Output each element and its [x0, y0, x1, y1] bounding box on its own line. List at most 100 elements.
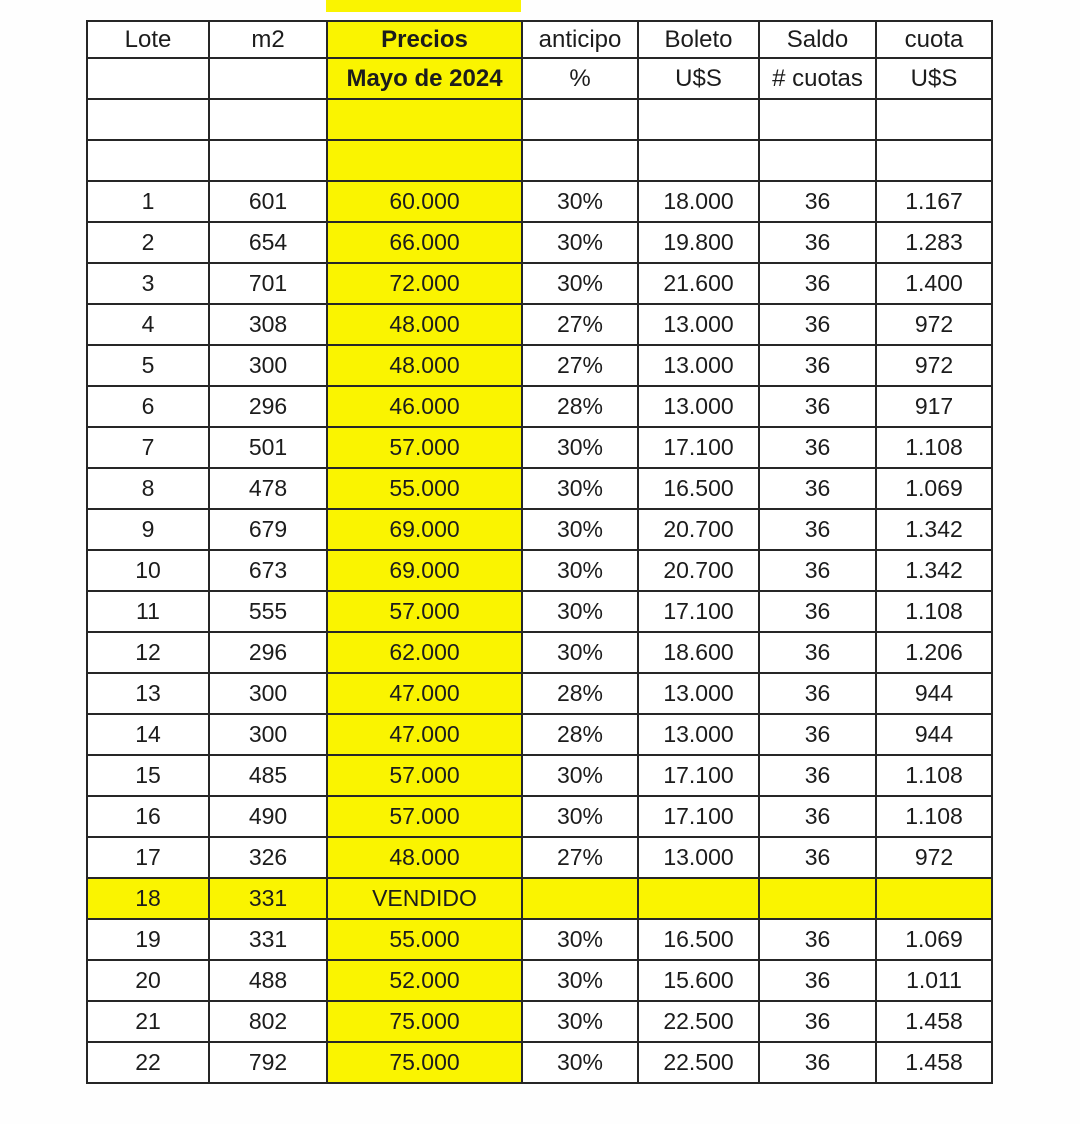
- header-anticipo-subtitle: %: [521, 57, 639, 100]
- cell-m2: 478: [208, 467, 328, 510]
- cell-anticipo: 28%: [521, 385, 639, 428]
- cell-cuota: 1.108: [875, 754, 993, 797]
- cell-anticipo: 30%: [521, 754, 639, 797]
- cell-boleto: 13.000: [637, 344, 760, 387]
- cell-cuota: 1.283: [875, 221, 993, 264]
- header-cuota-title: cuota: [875, 20, 993, 59]
- cell-precios: 69.000: [326, 549, 523, 592]
- cell-precios: 47.000: [326, 672, 523, 715]
- table-row: 3 701 72.000 30% 21.600 36 1.400: [86, 262, 993, 305]
- cell-precios: 48.000: [326, 344, 523, 387]
- cell-boleto: 20.700: [637, 508, 760, 551]
- cell-lote: 7: [86, 426, 210, 469]
- cell-cuota: 1.206: [875, 631, 993, 674]
- cell-anticipo: 28%: [521, 672, 639, 715]
- cell-lote: 14: [86, 713, 210, 756]
- cell-anticipo: 30%: [521, 1000, 639, 1043]
- cell-precios: 60.000: [326, 180, 523, 223]
- cell-cuota: 1.011: [875, 959, 993, 1002]
- cell-lote: 9: [86, 508, 210, 551]
- cell-cuota: 1.400: [875, 262, 993, 305]
- cell-m2: 701: [208, 262, 328, 305]
- cell-saldo: 36: [758, 918, 877, 961]
- cell-saldo: 36: [758, 959, 877, 1002]
- blank-cell-m2: [208, 98, 328, 141]
- cell-m2: 792: [208, 1041, 328, 1084]
- cell-m2: 673: [208, 549, 328, 592]
- header-row-1: Lote m2 Precios anticipo Boleto Saldo cuota: [86, 20, 993, 59]
- cell-boleto: 13.000: [637, 836, 760, 879]
- cell-saldo: 36: [758, 426, 877, 469]
- cell-boleto: 17.100: [637, 590, 760, 633]
- blank-cell-precios: [326, 139, 523, 182]
- blank-cell-saldo: [758, 98, 877, 141]
- cell-boleto: 22.500: [637, 1041, 760, 1084]
- cell-m2: 802: [208, 1000, 328, 1043]
- cell-anticipo: 27%: [521, 303, 639, 346]
- cell-lote: 22: [86, 1041, 210, 1084]
- cell-lote: 2: [86, 221, 210, 264]
- header-m2-title: m2: [208, 20, 328, 59]
- cell-cuota: 1.108: [875, 795, 993, 838]
- header-saldo-title: Saldo: [758, 20, 877, 59]
- cell-lote: 18: [86, 877, 210, 920]
- blank-cell-precios: [326, 98, 523, 141]
- cell-m2: 555: [208, 590, 328, 633]
- cell-m2: 490: [208, 795, 328, 838]
- cell-cuota: 1.069: [875, 918, 993, 961]
- header-saldo-subtitle: # cuotas: [758, 57, 877, 100]
- cell-lote: 15: [86, 754, 210, 797]
- cell-lote: 21: [86, 1000, 210, 1043]
- table-row: 8 478 55.000 30% 16.500 36 1.069: [86, 467, 993, 510]
- cell-lote: 12: [86, 631, 210, 674]
- cell-precios: 57.000: [326, 795, 523, 838]
- cell-saldo: 36: [758, 467, 877, 510]
- cell-boleto: 19.800: [637, 221, 760, 264]
- cell-precios: 52.000: [326, 959, 523, 1002]
- cell-precios: 48.000: [326, 303, 523, 346]
- cell-saldo: 36: [758, 549, 877, 592]
- table-row: 15 485 57.000 30% 17.100 36 1.108: [86, 754, 993, 797]
- table-row: 4 308 48.000 27% 13.000 36 972: [86, 303, 993, 346]
- cell-saldo: 36: [758, 795, 877, 838]
- cell-m2: 296: [208, 385, 328, 428]
- cell-anticipo: [521, 877, 639, 920]
- cell-lote: 16: [86, 795, 210, 838]
- cell-anticipo: 30%: [521, 959, 639, 1002]
- cell-precios: 55.000: [326, 918, 523, 961]
- table-row: 17 326 48.000 27% 13.000 36 972: [86, 836, 993, 879]
- cell-boleto: 13.000: [637, 385, 760, 428]
- cell-saldo: 36: [758, 1000, 877, 1043]
- cell-lote: 1: [86, 180, 210, 223]
- blank-row: [86, 139, 993, 182]
- cell-lote: 20: [86, 959, 210, 1002]
- cell-m2: 331: [208, 877, 328, 920]
- cell-boleto: 17.100: [637, 795, 760, 838]
- cell-boleto: 13.000: [637, 672, 760, 715]
- header-precios-subtitle: Mayo de 2024: [326, 57, 523, 100]
- cell-boleto: 13.000: [637, 713, 760, 756]
- cell-precios: 75.000: [326, 1000, 523, 1043]
- cell-boleto: 16.500: [637, 918, 760, 961]
- blank-row: [86, 98, 993, 141]
- cell-precios: 57.000: [326, 426, 523, 469]
- cell-precios: 46.000: [326, 385, 523, 428]
- cell-precios: 57.000: [326, 754, 523, 797]
- header-m2-subtitle: [208, 57, 328, 100]
- cell-anticipo: 30%: [521, 467, 639, 510]
- cell-m2: 300: [208, 344, 328, 387]
- table-row: 22 792 75.000 30% 22.500 36 1.458: [86, 1041, 993, 1084]
- cell-saldo: 36: [758, 631, 877, 674]
- cell-precios: 57.000: [326, 590, 523, 633]
- cell-lote: 17: [86, 836, 210, 879]
- blank-cell-cuota: [875, 98, 993, 141]
- cell-saldo: 36: [758, 221, 877, 264]
- header-boleto-subtitle: U$S: [637, 57, 760, 100]
- cell-anticipo: 30%: [521, 426, 639, 469]
- table-row: 5 300 48.000 27% 13.000 36 972: [86, 344, 993, 387]
- cell-m2: 654: [208, 221, 328, 264]
- cell-boleto: [637, 877, 760, 920]
- cell-boleto: 18.600: [637, 631, 760, 674]
- blank-cell-boleto: [637, 139, 760, 182]
- cell-lote: 19: [86, 918, 210, 961]
